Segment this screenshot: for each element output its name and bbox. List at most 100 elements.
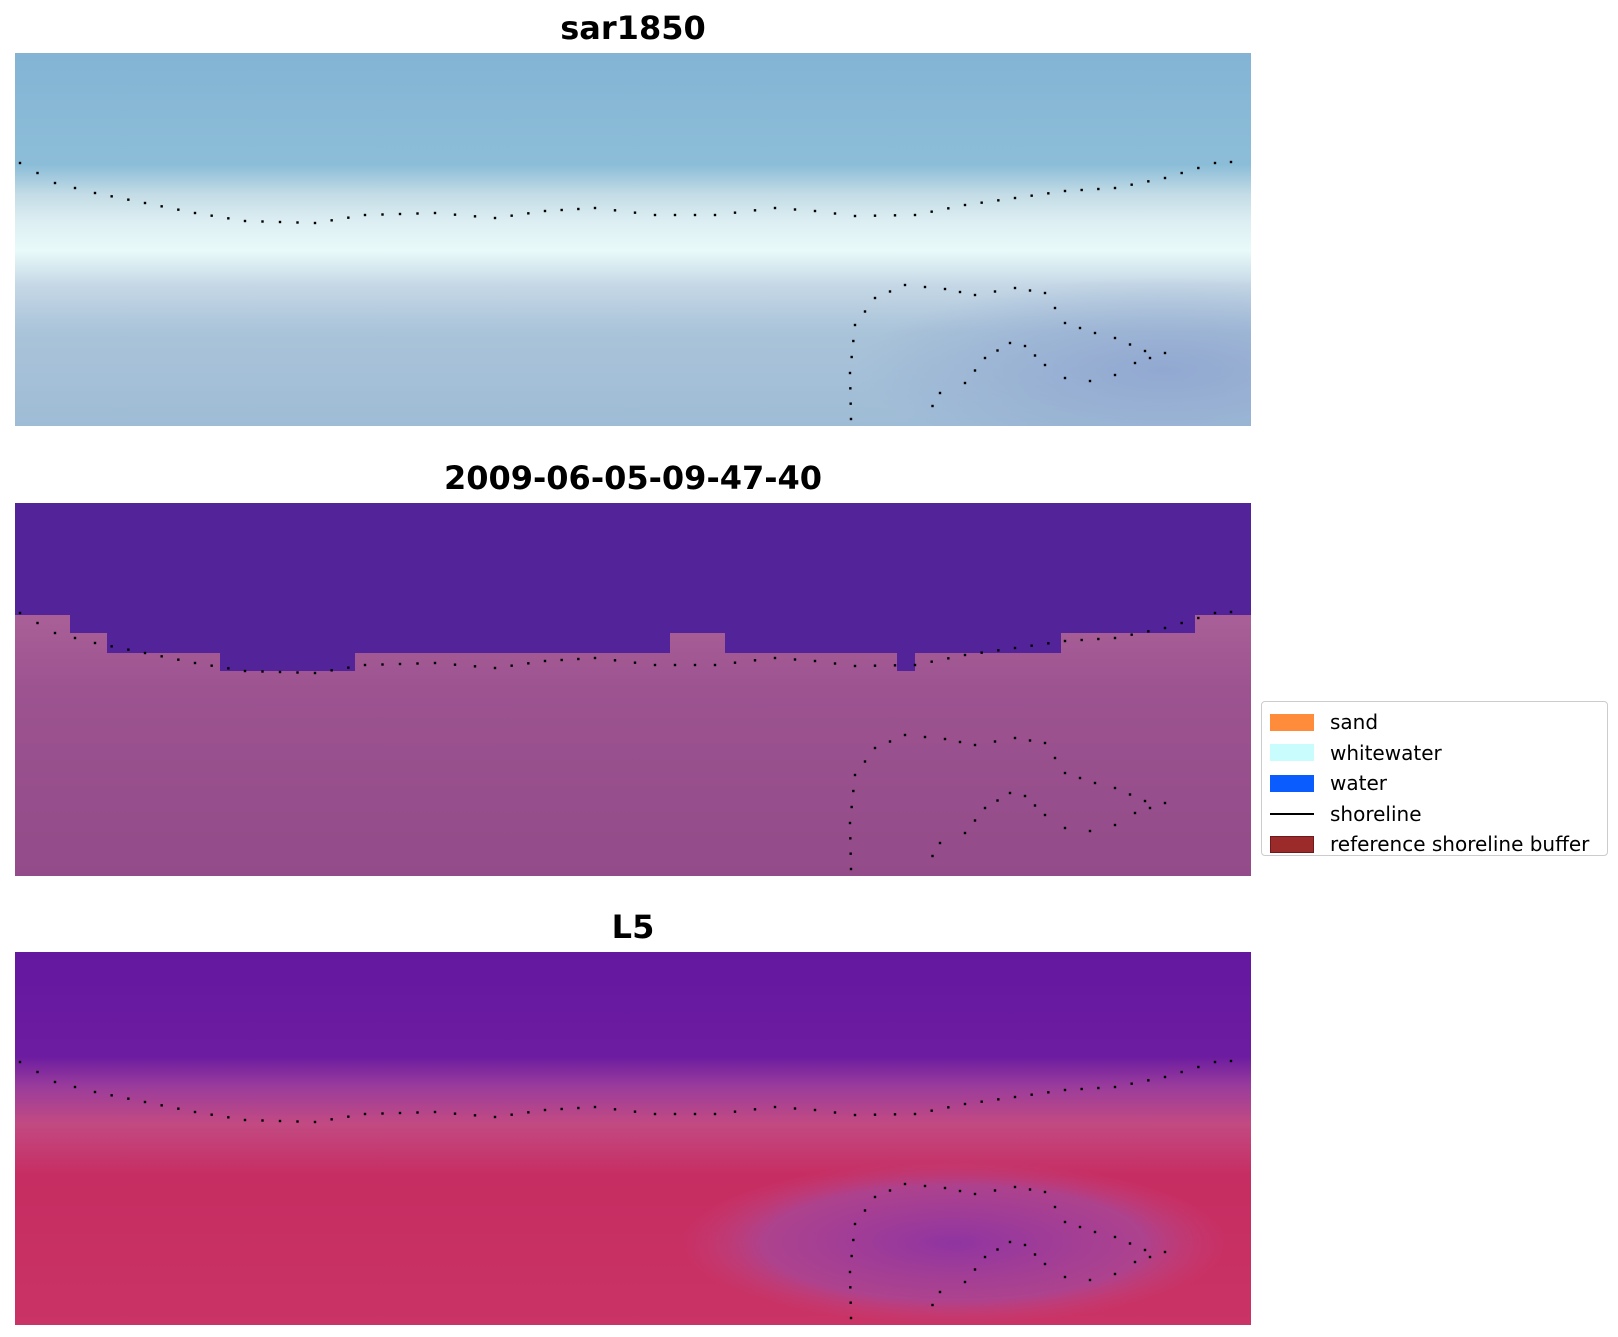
water-swatch xyxy=(1270,774,1314,792)
shoreline-dot xyxy=(261,670,264,673)
shoreline-dot xyxy=(1180,171,1183,175)
legend-item-reference-buffer: reference shoreline buffer xyxy=(1270,829,1599,860)
panel-title-2: 2009-06-05-09-47-40 xyxy=(443,459,823,497)
shoreline-dot xyxy=(416,212,419,215)
shoreline-dot xyxy=(593,656,597,660)
shoreline-dot xyxy=(938,841,942,845)
shoreline-dot xyxy=(873,746,877,750)
shoreline-dot xyxy=(993,1189,997,1192)
shoreline-dot xyxy=(973,743,977,747)
shoreline-dot xyxy=(1008,1240,1012,1244)
shoreline-dot xyxy=(1043,291,1047,295)
shoreline-dot xyxy=(433,211,437,215)
shoreline-dot xyxy=(493,216,497,220)
shoreline-dot xyxy=(873,1113,877,1116)
shoreline-dot xyxy=(1163,801,1167,805)
shoreline-dot xyxy=(853,773,857,777)
legend-label: whitewater xyxy=(1330,740,1442,765)
shoreline-dot xyxy=(850,1254,853,1258)
shoreline-dot xyxy=(983,806,987,810)
shoreline-dot xyxy=(973,369,977,372)
shoreline-dot xyxy=(527,662,530,665)
shoreline-dot xyxy=(143,651,147,655)
shoreline-dot xyxy=(53,181,57,185)
shoreline-dot xyxy=(852,789,855,793)
shoreline-dot xyxy=(873,214,877,217)
shoreline-dot xyxy=(36,171,39,175)
shoreline-dot xyxy=(1113,823,1117,827)
shoreline-dot xyxy=(1163,1250,1167,1254)
shoreline-dot xyxy=(1043,363,1047,367)
shoreline-dot xyxy=(980,201,983,204)
shoreline-dot xyxy=(849,837,852,840)
shoreline-dot xyxy=(1063,376,1067,380)
sand-swatch xyxy=(1270,713,1314,731)
shoreline-dot xyxy=(278,670,282,674)
shoreline-dot xyxy=(849,1316,853,1320)
shoreline-dot xyxy=(313,671,317,675)
shoreline-dot xyxy=(1163,626,1167,630)
whitewater-swatch xyxy=(1270,744,1314,762)
shoreline-dot xyxy=(1008,341,1012,345)
shoreline-dot xyxy=(653,663,657,667)
shoreline-dot xyxy=(1030,1093,1033,1096)
shoreline-dot xyxy=(127,1097,130,1100)
shoreline-dot xyxy=(1063,321,1067,325)
legend-label: water xyxy=(1330,771,1387,796)
shoreline-dot xyxy=(993,740,997,743)
shoreline-dot xyxy=(261,1119,264,1122)
shoreline-dot xyxy=(1053,1205,1057,1209)
shoreline-dot xyxy=(1043,741,1047,745)
shoreline-dot xyxy=(931,854,934,858)
shoreline-dot xyxy=(773,206,777,210)
shoreline-dot xyxy=(963,1102,967,1106)
shoreline-dot xyxy=(973,1192,977,1196)
shoreline-dot xyxy=(1013,1095,1017,1099)
shoreline-dot xyxy=(1030,644,1033,647)
shoreline-dot xyxy=(473,215,477,218)
shoreline-dot xyxy=(1047,1091,1050,1094)
shoreline-dot xyxy=(713,663,717,667)
shoreline-dot xyxy=(416,662,419,665)
panel-title-1: sar1850 xyxy=(560,9,706,47)
shoreline-dot xyxy=(1147,630,1150,633)
shoreline-dot xyxy=(1197,616,1200,620)
shoreline-dot xyxy=(110,195,113,198)
shoreline-dot xyxy=(633,1110,637,1113)
shoreline-dot xyxy=(1063,1275,1067,1279)
shoreline-dot xyxy=(1147,180,1150,183)
shoreline-dot xyxy=(143,1100,147,1104)
shoreline-dot xyxy=(347,1115,350,1118)
shoreline-dot xyxy=(363,213,367,217)
image-panel-sar1850 xyxy=(15,53,1251,426)
shoreline-dot xyxy=(1023,794,1027,798)
shoreline-dot xyxy=(849,387,852,390)
shoreline-dot xyxy=(947,207,950,210)
shoreline-dot xyxy=(1053,306,1057,310)
shoreline-dot xyxy=(593,1105,597,1109)
shoreline-dot xyxy=(1053,756,1057,760)
shoreline-dot xyxy=(983,356,987,360)
shoreline-dot xyxy=(1088,829,1092,833)
shoreline-dot xyxy=(852,339,855,343)
shoreline-dot xyxy=(1213,1060,1217,1064)
shoreline-dot xyxy=(227,667,230,670)
shoreline-dot xyxy=(93,1090,97,1094)
shoreline-dot xyxy=(1028,1188,1032,1191)
shoreline-dot xyxy=(210,1113,213,1116)
shoreline-dot xyxy=(1023,1243,1027,1247)
shoreline-dot xyxy=(613,209,617,212)
shoreline-dot xyxy=(931,404,934,408)
shoreline-dot xyxy=(963,381,967,385)
shoreline-dot xyxy=(983,1255,987,1259)
shoreline-dot xyxy=(1008,791,1012,795)
shoreline-dot xyxy=(453,1112,457,1115)
shoreline-dot xyxy=(993,290,997,293)
shoreline-dot xyxy=(1133,1260,1137,1264)
shoreline-dot xyxy=(1113,336,1117,340)
shoreline-dot xyxy=(127,648,130,651)
shoreline-dot xyxy=(848,371,852,375)
shoreline-dot xyxy=(527,212,530,215)
shoreline-line-swatch xyxy=(1270,812,1314,815)
shoreline-dot xyxy=(613,1108,617,1111)
